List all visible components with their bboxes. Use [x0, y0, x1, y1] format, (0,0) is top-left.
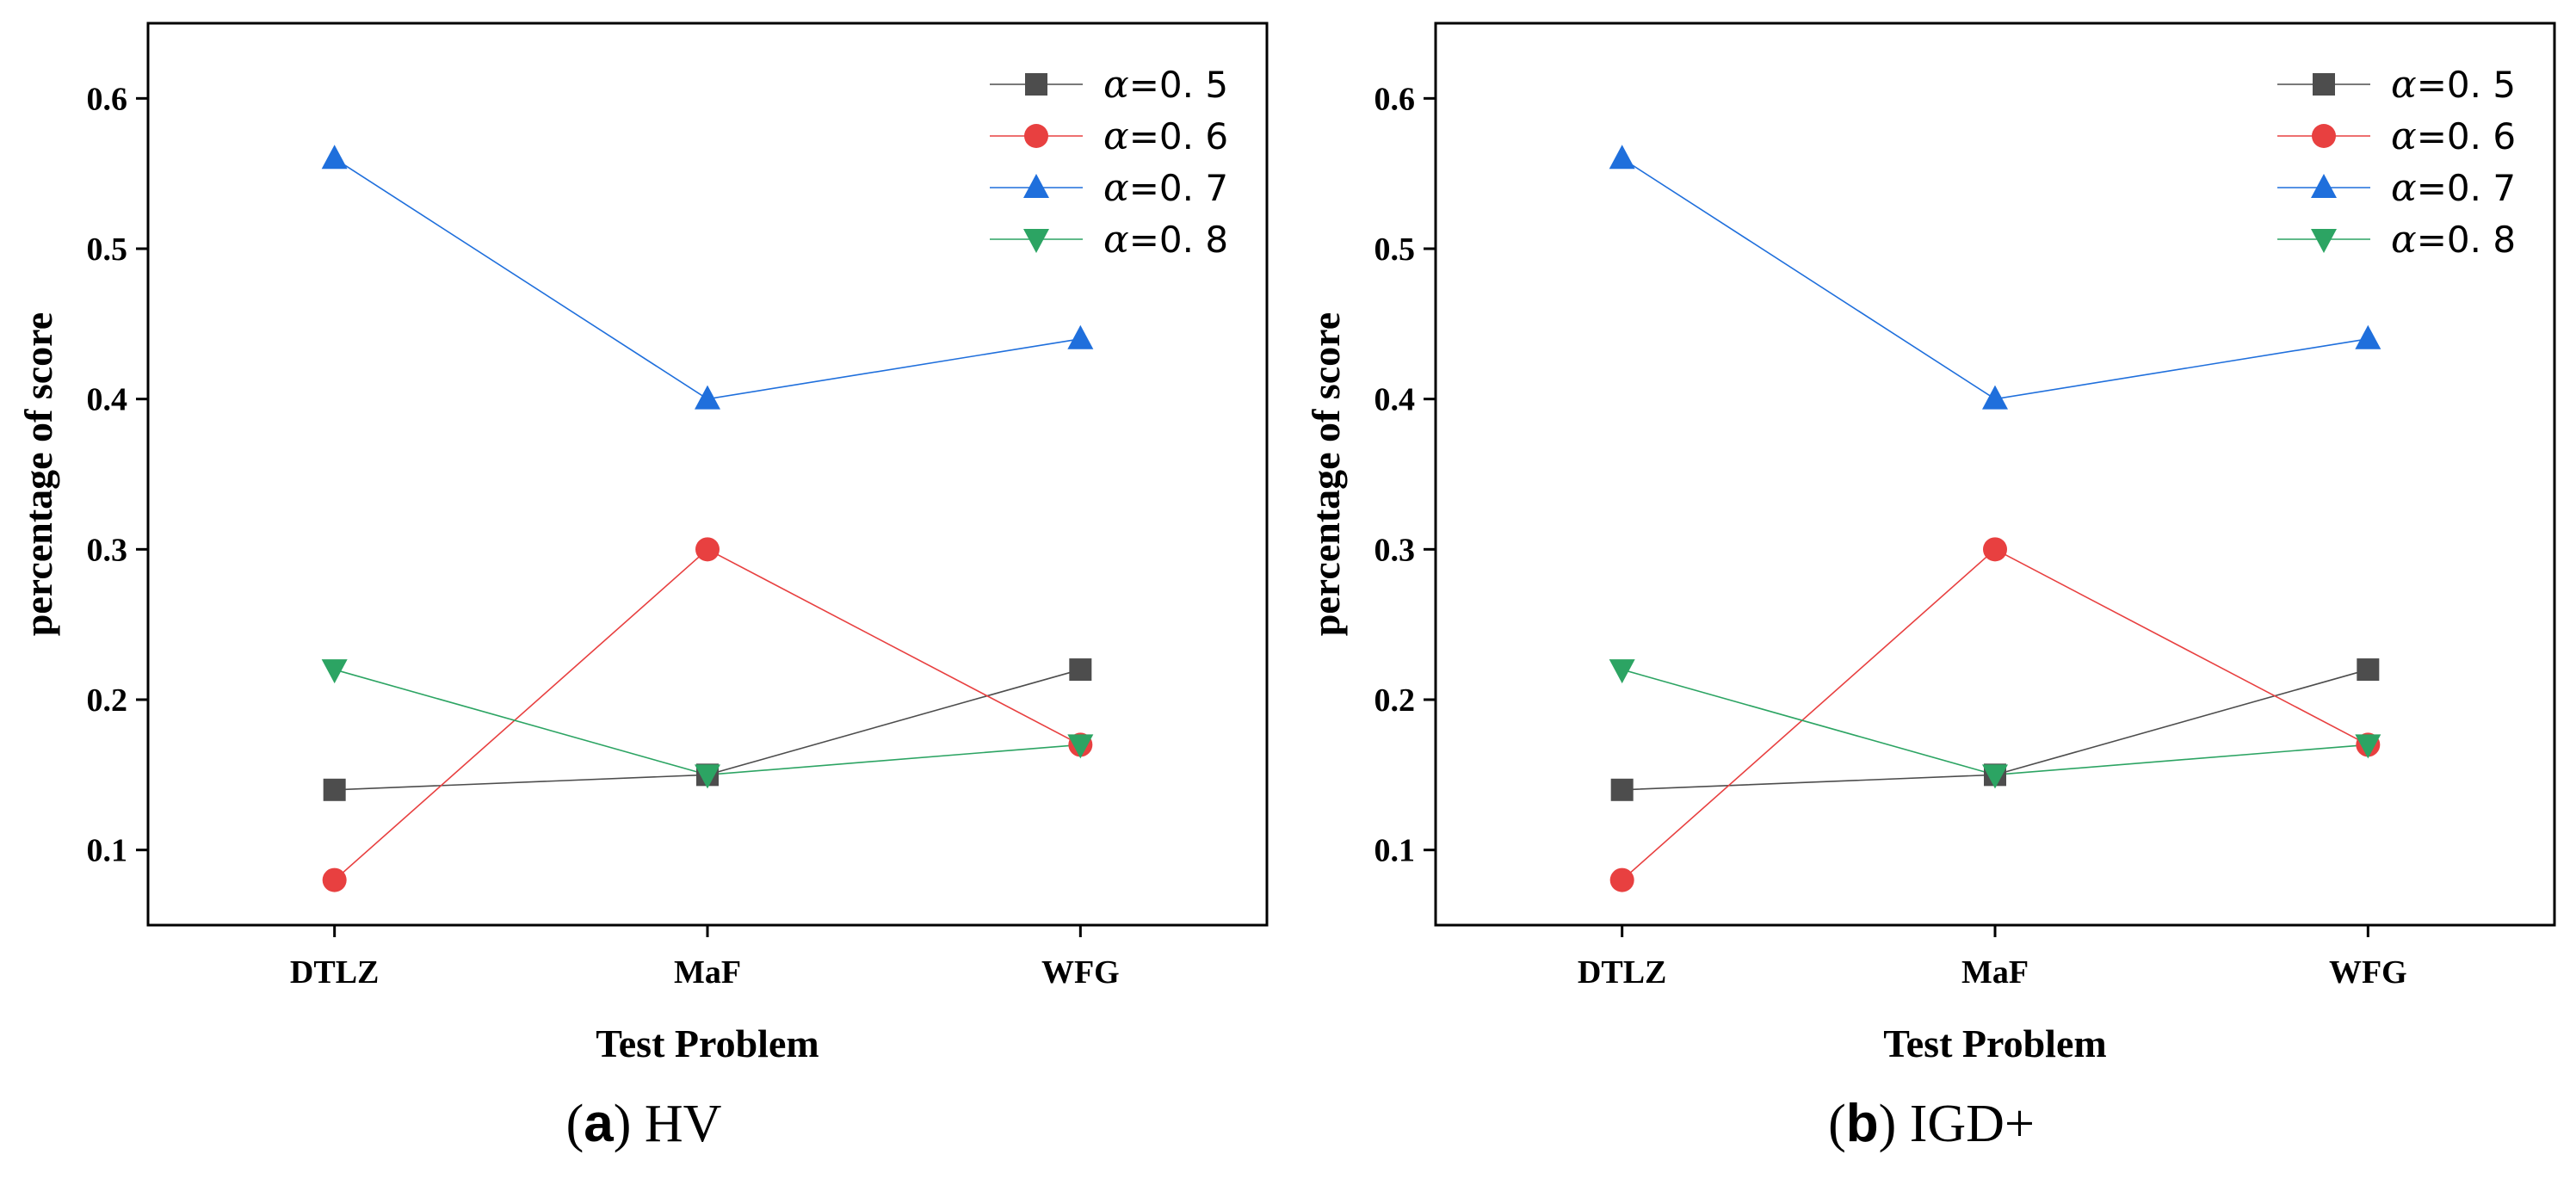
y-axis-title: percentage of score [1304, 312, 1348, 636]
chart-panel-hv: 0.1 0.2 0.3 0.4 0.5 0.6 DTLZ MaF WFG Test Problem… [16, 22, 1269, 1153]
x-tick-label: DTLZ [1578, 954, 1666, 991]
y-tick-label: 0.4 [87, 382, 128, 418]
legend-label: α=0. 7 [1103, 166, 1228, 210]
x-tick-label: MaF [1961, 954, 2029, 991]
data-point [322, 867, 347, 892]
legend-label: α=0. 7 [2391, 166, 2516, 210]
data-point [1610, 778, 1634, 801]
data-point [1982, 764, 2008, 789]
series-line [1622, 157, 2369, 400]
y-tick-label: 0.3 [87, 532, 128, 568]
series-line [334, 548, 1081, 881]
data-point [695, 764, 720, 789]
caption-hv: (a) HV [565, 1094, 722, 1153]
x-tick-label: MaF [674, 954, 741, 991]
line-chart-hv: 0.1 0.2 0.3 0.4 0.5 0.6 DTLZ MaF WFG Test Problem… [16, 22, 1269, 1065]
y-tick-label: 0.1 [1374, 833, 1416, 869]
legend-marker [2313, 73, 2335, 96]
legend-label: α=0. 8 [2391, 218, 2516, 262]
legend-marker [1025, 73, 1047, 96]
y-tick-label: 0.2 [87, 682, 128, 719]
y-tick-label: 0.3 [1374, 532, 1416, 568]
series-line [334, 157, 1081, 400]
x-tick-label: DTLZ [290, 954, 379, 991]
legend-marker [2311, 229, 2337, 253]
data-point [1069, 658, 1092, 682]
data-point [2355, 324, 2381, 349]
y-tick-label: 0.5 [1374, 231, 1416, 268]
line-chart-igd: 0.1 0.2 0.3 0.4 0.5 0.6 DTLZ MaF WFG Test Problem… [1304, 22, 2556, 1065]
plot-frame [146, 22, 1269, 927]
legend-label: α=0. 5 [2391, 63, 2516, 107]
data-point [695, 385, 720, 410]
data-point [1982, 385, 2008, 410]
data-point [1609, 867, 1634, 892]
data-point [1609, 145, 1635, 170]
data-point [323, 778, 346, 801]
legend-label: α=0. 6 [1103, 114, 1228, 158]
data-point [1609, 659, 1635, 684]
legend-label: α=0. 5 [1103, 63, 1228, 107]
legend-label: α=0. 8 [1103, 218, 1228, 262]
legend-marker [1023, 229, 1049, 253]
legend-label: α=0. 6 [2391, 114, 2516, 158]
caption-label: b [1845, 1094, 1879, 1153]
y-axis-title: percentage of score [16, 312, 60, 636]
data-point [1067, 734, 1094, 759]
y-tick-label: 0.1 [87, 833, 128, 869]
data-point [2357, 658, 2380, 682]
data-point [2355, 734, 2381, 759]
y-tick-label: 0.6 [87, 81, 128, 117]
series-line [1622, 548, 2369, 881]
legend-marker [2311, 174, 2337, 198]
plot-frame [1434, 22, 2556, 927]
caption-igd: (b) IGD+ [1828, 1094, 2035, 1153]
x-tick-label: WFG [2329, 954, 2407, 991]
chart-panel-igd: 0.1 0.2 0.3 0.4 0.5 0.6 DTLZ MaF WFG Test Problem… [1288, 0, 2575, 1179]
x-tick-label: WFG [1041, 954, 1120, 991]
caption-label: a [584, 1094, 614, 1153]
caption-text: IGD+ [1909, 1095, 2035, 1153]
data-point [321, 659, 348, 684]
caption-text: HV [644, 1095, 722, 1153]
y-tick-label: 0.2 [1374, 682, 1416, 719]
y-tick-label: 0.5 [87, 231, 128, 268]
x-axis-title: Test Problem [1883, 1022, 2106, 1065]
y-tick-label: 0.4 [1374, 382, 1416, 418]
data-point [321, 145, 348, 170]
data-point [1067, 324, 1094, 349]
legend-marker [1023, 174, 1049, 198]
legend-marker [2312, 124, 2336, 148]
data-point [1983, 537, 2007, 562]
data-point [695, 537, 720, 562]
y-tick-label: 0.6 [1374, 81, 1416, 117]
x-axis-title: Test Problem [596, 1022, 819, 1065]
legend-marker [1024, 124, 1048, 148]
